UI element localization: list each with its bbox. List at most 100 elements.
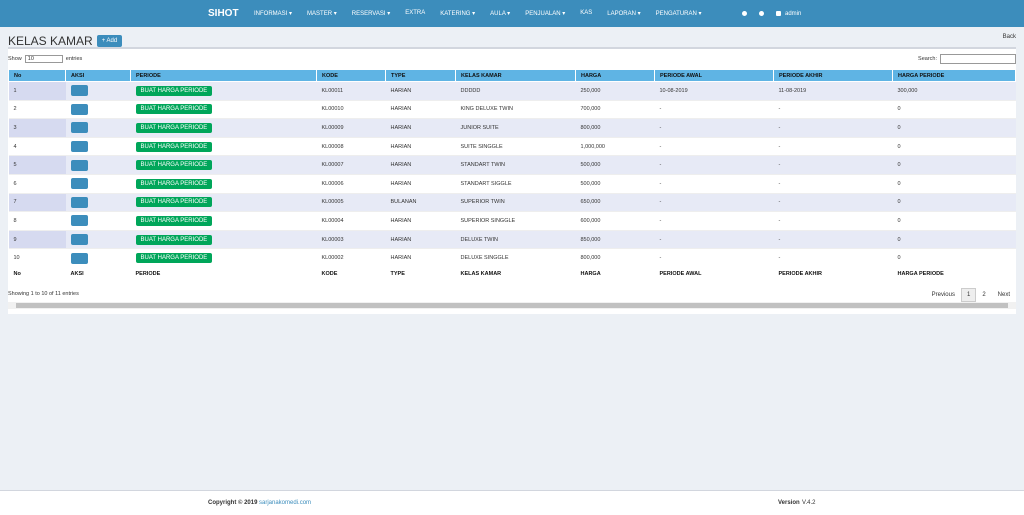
column-header[interactable]: No	[8, 69, 66, 82]
user[interactable]: admin	[785, 10, 802, 17]
cell: HARIAN	[385, 155, 456, 175]
edit-button[interactable]	[70, 178, 88, 190]
menu-item[interactable]: INFORMASI	[254, 10, 292, 17]
page-link[interactable]: Previous	[931, 292, 955, 298]
edit-button[interactable]	[70, 252, 88, 264]
cell: HARIAN	[385, 248, 456, 268]
menu-item[interactable]: AULA	[490, 10, 510, 17]
menu-item[interactable]: EXTRA	[405, 10, 426, 16]
edit-button[interactable]	[70, 215, 88, 227]
page-link[interactable]: Next	[997, 292, 1010, 298]
cell: BUAT HARGA PERIODE	[130, 173, 317, 194]
column-header[interactable]: KODE	[316, 69, 386, 82]
cell	[65, 99, 131, 119]
edit-button[interactable]	[70, 141, 88, 153]
periode-button[interactable]: BUAT HARGA PERIODE	[135, 215, 213, 226]
cell: 10-08-2019	[654, 81, 774, 101]
brand[interactable]: SIHOT	[208, 8, 239, 19]
cell: BUAT HARGA PERIODE	[130, 81, 317, 101]
column-header[interactable]: KELAS KAMAR	[455, 69, 576, 82]
search-control: Search:	[918, 54, 1016, 64]
edit-button[interactable]	[70, 196, 88, 208]
column-header: KODE	[316, 267, 386, 281]
periode-button[interactable]: BUAT HARGA PERIODE	[135, 141, 213, 152]
cell: -	[773, 155, 893, 175]
cell: -	[654, 192, 774, 212]
periode-button[interactable]: BUAT HARGA PERIODE	[135, 197, 213, 208]
cell	[65, 229, 131, 249]
icon[interactable]	[759, 11, 764, 16]
menu-item[interactable]: PENGATURAN	[656, 10, 702, 17]
periode-button[interactable]: BUAT HARGA PERIODE	[135, 234, 213, 245]
cell: KL00007	[316, 155, 386, 175]
scroll-thumb[interactable]	[16, 303, 1008, 308]
cell: 4	[8, 136, 66, 156]
cell: 5	[8, 155, 66, 175]
cell	[65, 173, 131, 194]
periode-button[interactable]: BUAT HARGA PERIODE	[135, 160, 213, 171]
search-input[interactable]	[940, 54, 1016, 64]
menu-item[interactable]: PENJUALAN	[525, 10, 565, 17]
menu-item[interactable]: LAPORAN	[607, 10, 640, 17]
column-header[interactable]: HARGA	[575, 69, 655, 82]
pagination: Previous 1 2 Next	[926, 288, 1016, 302]
cell: JUNIOR SUITE	[455, 118, 576, 138]
menu-item[interactable]: KAS	[580, 10, 593, 16]
cell	[65, 118, 131, 138]
edit-button[interactable]	[70, 103, 88, 115]
add-button[interactable]: + Add	[96, 35, 123, 47]
cell: -	[654, 173, 774, 194]
column-header: HARGA	[575, 267, 655, 281]
page-link[interactable]: 2	[982, 292, 986, 298]
column-header: AKSI	[65, 267, 131, 281]
cell: KL00002	[316, 248, 386, 268]
cell: HARIAN	[385, 229, 456, 249]
footer: Copyright © 2019 sarjanakomedi.com Versi…	[0, 490, 1024, 515]
entries-label: entries	[65, 56, 83, 62]
column-header[interactable]: TYPE	[385, 69, 456, 82]
cell	[65, 211, 131, 231]
page-link[interactable]: 1	[960, 288, 977, 302]
menu-item[interactable]: MASTER	[307, 10, 337, 17]
cell: HARIAN	[385, 99, 456, 119]
column-header[interactable]: PERIODE AKHIR	[773, 69, 893, 82]
icon[interactable]	[742, 11, 747, 16]
version: V.4.2	[802, 500, 816, 506]
periode-button[interactable]: BUAT HARGA PERIODE	[135, 122, 213, 133]
table-body: 1 BUAT HARGA PERIODE KL00011 HARIAN DDDDD 250…	[8, 81, 1016, 268]
length-select[interactable]: 10	[24, 55, 63, 63]
cell: -	[654, 211, 774, 231]
periode-button[interactable]: BUAT HARGA PERIODE	[135, 85, 213, 96]
column-header[interactable]: PERIODE	[130, 69, 317, 82]
periode-button[interactable]: BUAT HARGA PERIODE	[135, 178, 213, 189]
cell: 250,000	[575, 81, 655, 101]
column-header[interactable]: AKSI	[65, 69, 131, 82]
data-table: No AKSI PERIODE KODE TYPE KELAS KAMAR HARGA PER…	[8, 69, 1016, 281]
periode-button[interactable]: BUAT HARGA PERIODE	[135, 104, 213, 115]
edit-button[interactable]	[70, 122, 88, 134]
scrollbar[interactable]	[8, 302, 1016, 309]
copyright: Copyright © 2019	[208, 500, 258, 506]
cell: HARIAN	[385, 118, 456, 138]
length-control: Show 10 entries	[8, 55, 82, 63]
edit-button[interactable]	[70, 159, 88, 171]
cell	[65, 81, 131, 101]
menu-item[interactable]: KATERING	[440, 10, 475, 17]
back-link[interactable]: Back	[1002, 34, 1016, 40]
table-row: 2 BUAT HARGA PERIODE KL00010 HARIAN KING DEL…	[8, 99, 1016, 119]
page-header: KELAS KAMAR + Add	[8, 34, 123, 48]
cell: BUAT HARGA PERIODE	[130, 192, 317, 212]
header-row: No AKSI PERIODE KODE TYPE KELAS KAMAR HARGA PER…	[8, 69, 1016, 82]
column-header[interactable]: HARGA PERIODE	[892, 69, 1016, 82]
edit-button[interactable]	[70, 85, 88, 97]
menu-item[interactable]: RESERVASI	[352, 10, 390, 17]
periode-button[interactable]: BUAT HARGA PERIODE	[135, 253, 213, 264]
cell: KL00009	[316, 118, 386, 138]
cell: BUAT HARGA PERIODE	[130, 229, 317, 249]
cell: 0	[892, 248, 1016, 268]
footer-link[interactable]: sarjanakomedi.com	[259, 500, 312, 506]
column-header[interactable]: PERIODE AWAL	[654, 69, 774, 82]
navbar: SIHOT INFORMASI MASTER RESERVASI EXTRA KATER…	[0, 0, 1024, 27]
cell: -	[773, 99, 893, 119]
edit-button[interactable]	[70, 234, 88, 246]
